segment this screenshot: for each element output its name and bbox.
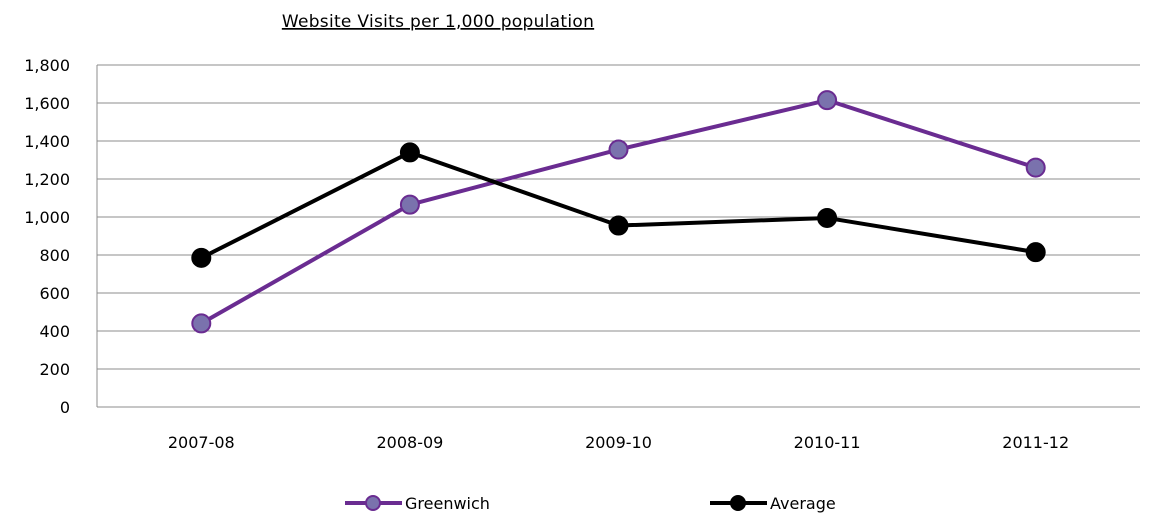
y-tick-label: 1,400 [24, 132, 70, 151]
y-tick-label: 1,800 [24, 56, 70, 75]
legend-item-average: Average [710, 494, 836, 513]
y-tick-label: 200 [39, 360, 70, 379]
series-line [200, 150, 1037, 260]
axes [96, 65, 1140, 408]
y-tick-label: 600 [39, 284, 70, 303]
x-tick-label: 2008-09 [376, 433, 443, 452]
data-point [1025, 242, 1046, 263]
legend-marker [365, 495, 381, 511]
y-tick-label: 0 [60, 398, 70, 417]
chart-title: Website Visits per 1,000 population [282, 12, 594, 32]
data-point [817, 207, 838, 228]
x-tick-label: 2010-11 [794, 433, 861, 452]
series-average [191, 142, 1046, 268]
x-tick-label: 2011-12 [1002, 433, 1069, 452]
data-point [191, 247, 212, 268]
series-line [200, 98, 1037, 326]
y-tick-label: 1,600 [24, 94, 70, 113]
legend: Greenwich Average [345, 494, 836, 513]
data-point [608, 215, 629, 236]
data-point [608, 139, 629, 160]
legend-item-greenwich: Greenwich [345, 494, 490, 513]
y-tick-label: 1,000 [24, 208, 70, 227]
y-axis-tick-labels: 0 200 400 600 800 1,000 1,200 1,400 1,600 1,800 [24, 56, 70, 417]
legend-marker [730, 495, 746, 511]
data-point [191, 313, 212, 334]
x-tick-label: 2007-08 [168, 433, 235, 452]
series-greenwich [191, 90, 1046, 334]
data-point [399, 194, 420, 215]
y-tick-label: 800 [39, 246, 70, 265]
y-tick-label: 1,200 [24, 170, 70, 189]
series-lines [191, 90, 1046, 334]
data-point [817, 90, 838, 111]
data-point [1025, 157, 1046, 178]
y-tick-label: 400 [39, 322, 70, 341]
x-axis-tick-labels: 2007-08 2008-09 2009-10 2010-11 2011-12 [168, 433, 1069, 452]
x-tick-label: 2009-10 [585, 433, 652, 452]
legend-label: Average [770, 494, 836, 513]
data-point [399, 142, 420, 163]
legend-label: Greenwich [405, 494, 490, 513]
